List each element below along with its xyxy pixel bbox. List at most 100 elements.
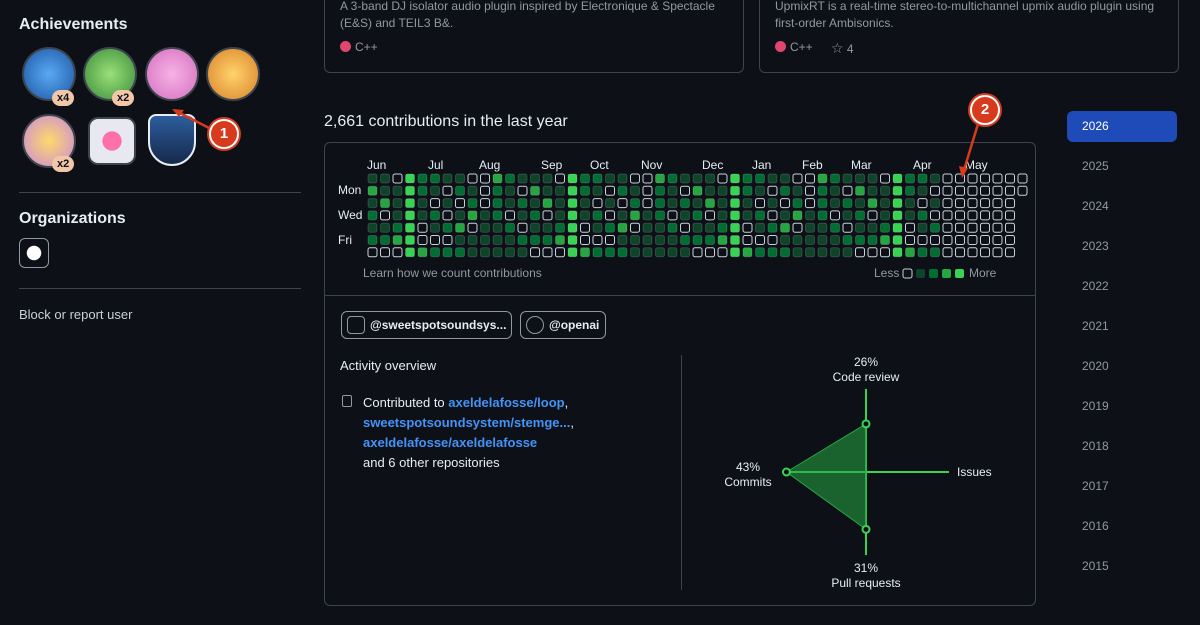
org-chip[interactable]: @sweetspotsoundsys...	[341, 311, 512, 339]
contribution-cell[interactable]	[505, 210, 515, 221]
contribution-cell[interactable]	[967, 198, 978, 209]
contribution-cell[interactable]	[805, 185, 815, 196]
repo-card[interactable]	[759, 0, 1179, 73]
contribution-cell[interactable]	[630, 210, 640, 221]
contribution-cell[interactable]	[842, 235, 853, 245]
contribution-cell[interactable]	[667, 247, 678, 258]
contribution-cell[interactable]	[530, 198, 540, 209]
contribution-cell[interactable]	[817, 210, 828, 221]
contribution-cell[interactable]	[417, 198, 428, 209]
contribution-cell[interactable]	[805, 247, 815, 258]
contribution-cell[interactable]	[630, 173, 640, 184]
contribution-cell[interactable]	[530, 247, 540, 258]
contribution-cell[interactable]	[705, 198, 715, 209]
organization-avatar[interactable]	[19, 238, 49, 268]
contribution-cell[interactable]	[692, 235, 703, 245]
contribution-cell[interactable]	[405, 198, 415, 209]
year-link[interactable]: 2023	[1082, 239, 1109, 253]
contribution-cell[interactable]	[992, 173, 1003, 184]
contribution-cell[interactable]	[392, 198, 403, 209]
contribution-cell[interactable]	[517, 210, 528, 221]
contribution-cell[interactable]	[555, 198, 565, 209]
contribution-cell[interactable]	[1017, 185, 1028, 196]
contribution-cell[interactable]	[492, 247, 503, 258]
contribution-cell[interactable]	[467, 173, 478, 184]
contribution-cell[interactable]	[767, 247, 778, 258]
contribution-cell[interactable]	[367, 185, 378, 196]
contribution-cell[interactable]	[867, 185, 878, 196]
year-link[interactable]: 2019	[1082, 399, 1109, 413]
contribution-cell[interactable]	[917, 198, 928, 209]
contribution-cell[interactable]	[817, 222, 828, 233]
contribution-cell[interactable]	[692, 247, 703, 258]
contribution-cell[interactable]	[992, 198, 1003, 209]
contribution-cell[interactable]	[942, 235, 953, 245]
contribution-cell[interactable]	[880, 185, 890, 196]
contribution-cell[interactable]	[467, 247, 478, 258]
contribution-cell[interactable]	[830, 173, 840, 184]
contribution-cell[interactable]	[930, 173, 940, 184]
contribution-cell[interactable]	[917, 210, 928, 221]
contribution-cell[interactable]	[405, 235, 415, 245]
contribution-cell[interactable]	[605, 185, 615, 196]
contribution-cell[interactable]	[642, 235, 653, 245]
contribution-cell[interactable]	[930, 185, 940, 196]
contribution-cell[interactable]	[992, 210, 1003, 221]
contribution-cell[interactable]	[992, 247, 1003, 258]
contribution-cell[interactable]	[867, 235, 878, 245]
contribution-cell[interactable]	[380, 247, 390, 258]
contribution-cell[interactable]	[542, 247, 553, 258]
contribution-cell[interactable]	[605, 247, 615, 258]
contribution-cell[interactable]	[830, 247, 840, 258]
contribution-cell[interactable]	[892, 222, 903, 233]
contribution-cell[interactable]	[617, 247, 628, 258]
contribution-cell[interactable]	[892, 235, 903, 245]
year-link[interactable]: 2017	[1082, 479, 1109, 493]
contribution-cell[interactable]	[817, 235, 828, 245]
contribution-cell[interactable]	[805, 173, 815, 184]
contribution-cell[interactable]	[942, 198, 953, 209]
contribution-cell[interactable]	[1005, 173, 1015, 184]
contribution-cell[interactable]	[655, 173, 665, 184]
contribution-cell[interactable]	[755, 198, 765, 209]
contribution-cell[interactable]	[430, 247, 440, 258]
contribution-cell[interactable]	[517, 185, 528, 196]
contribution-cell[interactable]	[580, 173, 590, 184]
contribution-cell[interactable]	[755, 210, 765, 221]
contribution-cell[interactable]	[905, 173, 915, 184]
contribution-cell[interactable]	[767, 210, 778, 221]
contribution-cell[interactable]	[792, 247, 803, 258]
contribution-cell[interactable]	[1005, 198, 1015, 209]
contribution-cell[interactable]	[667, 173, 678, 184]
contribution-cell[interactable]	[580, 247, 590, 258]
contribution-cell[interactable]	[880, 222, 890, 233]
contribution-cell[interactable]	[905, 247, 915, 258]
contribution-cell[interactable]	[530, 210, 540, 221]
block-link[interactable]: Block or report user	[19, 307, 133, 322]
contribution-cell[interactable]	[680, 173, 690, 184]
contribution-cell[interactable]	[405, 222, 415, 233]
contribution-cell[interactable]	[467, 222, 478, 233]
contribution-cell[interactable]	[955, 247, 965, 258]
contribution-cell[interactable]	[942, 247, 953, 258]
contribution-cell[interactable]	[667, 210, 678, 221]
contribution-cell[interactable]	[830, 210, 840, 221]
contribution-cell[interactable]	[567, 247, 578, 258]
contribution-cell[interactable]	[392, 222, 403, 233]
contribution-cell[interactable]	[792, 185, 803, 196]
contribution-cell[interactable]	[817, 247, 828, 258]
contribution-cell[interactable]	[555, 185, 565, 196]
contribution-cell[interactable]	[555, 222, 565, 233]
contribution-cell[interactable]	[505, 185, 515, 196]
contribution-cell[interactable]	[455, 185, 465, 196]
contribution-cell[interactable]	[392, 185, 403, 196]
contribution-cell[interactable]	[705, 222, 715, 233]
contribution-cell[interactable]	[417, 210, 428, 221]
contribution-cell[interactable]	[692, 185, 703, 196]
contribution-cell[interactable]	[592, 198, 603, 209]
contribution-cell[interactable]	[917, 185, 928, 196]
contribution-cell[interactable]	[730, 247, 740, 258]
contribution-cell[interactable]	[755, 235, 765, 245]
contribution-cell[interactable]	[430, 210, 440, 221]
contribution-cell[interactable]	[855, 173, 865, 184]
